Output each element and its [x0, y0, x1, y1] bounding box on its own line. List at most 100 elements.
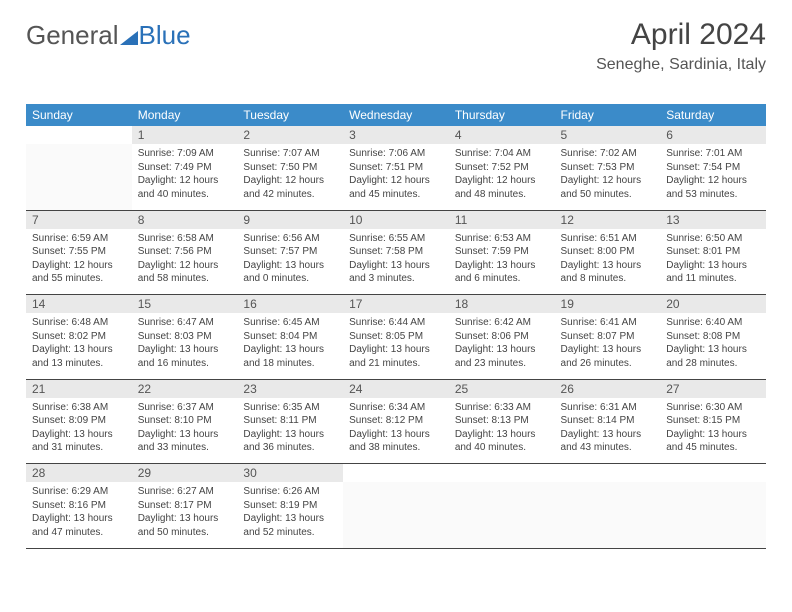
day-info-line: and 48 minutes. [455, 188, 549, 202]
logo: General Blue [26, 20, 191, 51]
day-info-line: and 40 minutes. [455, 441, 549, 455]
day-info-line: and 40 minutes. [138, 188, 232, 202]
day-content-cell: Sunrise: 6:35 AMSunset: 8:11 PMDaylight:… [237, 398, 343, 464]
day-info-line: and 31 minutes. [32, 441, 126, 455]
day-number-cell: 13 [660, 210, 766, 229]
day-info-line: and 50 minutes. [138, 526, 232, 540]
weekday-header: Tuesday [237, 104, 343, 126]
day-content-cell: Sunrise: 6:40 AMSunset: 8:08 PMDaylight:… [660, 313, 766, 379]
day-info-line: Daylight: 13 hours [32, 428, 126, 442]
day-content-cell: Sunrise: 7:07 AMSunset: 7:50 PMDaylight:… [237, 144, 343, 210]
day-info-line: Sunset: 8:16 PM [32, 499, 126, 513]
day-info-line: Sunrise: 6:37 AM [138, 401, 232, 415]
day-info-line: Sunset: 7:56 PM [138, 245, 232, 259]
day-info-line: Sunrise: 6:56 AM [243, 232, 337, 246]
day-content-cell: Sunrise: 6:45 AMSunset: 8:04 PMDaylight:… [237, 313, 343, 379]
day-content-cell: Sunrise: 7:04 AMSunset: 7:52 PMDaylight:… [449, 144, 555, 210]
day-info-line: and 42 minutes. [243, 188, 337, 202]
day-info-line: Daylight: 13 hours [243, 259, 337, 273]
day-content-cell: Sunrise: 6:27 AMSunset: 8:17 PMDaylight:… [132, 482, 238, 548]
day-content-cell: Sunrise: 6:53 AMSunset: 7:59 PMDaylight:… [449, 229, 555, 295]
day-info-line: Sunset: 8:01 PM [666, 245, 760, 259]
day-number-row: 21222324252627 [26, 379, 766, 398]
day-number-cell: 17 [343, 295, 449, 314]
day-number-cell: 26 [555, 379, 661, 398]
day-info-line: and 8 minutes. [561, 272, 655, 286]
day-info-line: Daylight: 13 hours [666, 428, 760, 442]
day-number-cell: 30 [237, 464, 343, 483]
day-number-cell: 20 [660, 295, 766, 314]
day-content-cell: Sunrise: 6:59 AMSunset: 7:55 PMDaylight:… [26, 229, 132, 295]
day-content-cell: Sunrise: 6:30 AMSunset: 8:15 PMDaylight:… [660, 398, 766, 464]
day-info-line: Daylight: 12 hours [138, 174, 232, 188]
day-content-row: Sunrise: 7:09 AMSunset: 7:49 PMDaylight:… [26, 144, 766, 210]
day-info-line: and 58 minutes. [138, 272, 232, 286]
day-content-cell: Sunrise: 6:31 AMSunset: 8:14 PMDaylight:… [555, 398, 661, 464]
day-info-line: Daylight: 13 hours [666, 259, 760, 273]
day-info-line: Sunset: 7:53 PM [561, 161, 655, 175]
day-number-row: 14151617181920 [26, 295, 766, 314]
day-number-cell: 23 [237, 379, 343, 398]
day-info-line: and 38 minutes. [349, 441, 443, 455]
day-number-cell: 6 [660, 126, 766, 144]
day-number-cell: 2 [237, 126, 343, 144]
month-title: April 2024 [596, 18, 766, 52]
day-content-cell: Sunrise: 6:34 AMSunset: 8:12 PMDaylight:… [343, 398, 449, 464]
day-content-cell: Sunrise: 6:55 AMSunset: 7:58 PMDaylight:… [343, 229, 449, 295]
day-info-line: Sunrise: 6:48 AM [32, 316, 126, 330]
day-content-cell: Sunrise: 6:47 AMSunset: 8:03 PMDaylight:… [132, 313, 238, 379]
day-info-line: Sunset: 8:08 PM [666, 330, 760, 344]
day-number-cell: 4 [449, 126, 555, 144]
day-content-cell: Sunrise: 6:33 AMSunset: 8:13 PMDaylight:… [449, 398, 555, 464]
day-content-row: Sunrise: 6:38 AMSunset: 8:09 PMDaylight:… [26, 398, 766, 464]
logo-text-general: General [26, 20, 119, 51]
day-info-line: Sunset: 8:13 PM [455, 414, 549, 428]
day-info-line: Daylight: 13 hours [561, 343, 655, 357]
day-info-line: Sunrise: 6:40 AM [666, 316, 760, 330]
day-info-line: Daylight: 13 hours [349, 259, 443, 273]
day-info-line: Sunset: 8:04 PM [243, 330, 337, 344]
day-info-line: Sunset: 8:14 PM [561, 414, 655, 428]
day-info-line: Sunset: 7:49 PM [138, 161, 232, 175]
weekday-header-row: Sunday Monday Tuesday Wednesday Thursday… [26, 104, 766, 126]
day-info-line: and 23 minutes. [455, 357, 549, 371]
logo-text-blue: Blue [139, 20, 191, 51]
day-content-cell: Sunrise: 7:01 AMSunset: 7:54 PMDaylight:… [660, 144, 766, 210]
day-number-cell [449, 464, 555, 483]
day-info-line: Sunrise: 7:04 AM [455, 147, 549, 161]
day-info-line: Sunrise: 6:55 AM [349, 232, 443, 246]
day-info-line: Daylight: 12 hours [561, 174, 655, 188]
day-content-cell: Sunrise: 6:51 AMSunset: 8:00 PMDaylight:… [555, 229, 661, 295]
day-number-row: 282930 [26, 464, 766, 483]
day-info-line: Sunset: 8:07 PM [561, 330, 655, 344]
day-info-line: and 28 minutes. [666, 357, 760, 371]
day-info-line: Sunrise: 6:35 AM [243, 401, 337, 415]
day-number-cell: 14 [26, 295, 132, 314]
day-number-cell: 29 [132, 464, 238, 483]
day-info-line: Sunrise: 6:47 AM [138, 316, 232, 330]
day-info-line: Daylight: 13 hours [243, 512, 337, 526]
day-info-line: Sunrise: 6:50 AM [666, 232, 760, 246]
day-content-cell: Sunrise: 6:42 AMSunset: 8:06 PMDaylight:… [449, 313, 555, 379]
day-info-line: Sunset: 7:51 PM [349, 161, 443, 175]
day-info-line: Daylight: 13 hours [243, 428, 337, 442]
day-info-line: Sunrise: 7:02 AM [561, 147, 655, 161]
day-info-line: Daylight: 12 hours [666, 174, 760, 188]
weekday-header: Wednesday [343, 104, 449, 126]
day-info-line: Daylight: 12 hours [349, 174, 443, 188]
day-number-cell: 9 [237, 210, 343, 229]
day-info-line: and 43 minutes. [561, 441, 655, 455]
day-info-line: Sunrise: 6:44 AM [349, 316, 443, 330]
day-number-row: 123456 [26, 126, 766, 144]
day-info-line: and 33 minutes. [138, 441, 232, 455]
day-info-line: Sunset: 8:15 PM [666, 414, 760, 428]
day-info-line: Daylight: 13 hours [138, 343, 232, 357]
day-info-line: and 55 minutes. [32, 272, 126, 286]
day-content-cell: Sunrise: 7:02 AMSunset: 7:53 PMDaylight:… [555, 144, 661, 210]
day-info-line: and 45 minutes. [666, 441, 760, 455]
day-info-line: Sunset: 7:58 PM [349, 245, 443, 259]
day-number-cell [660, 464, 766, 483]
day-content-row: Sunrise: 6:59 AMSunset: 7:55 PMDaylight:… [26, 229, 766, 295]
day-info-line: and 36 minutes. [243, 441, 337, 455]
day-info-line: Sunrise: 6:41 AM [561, 316, 655, 330]
